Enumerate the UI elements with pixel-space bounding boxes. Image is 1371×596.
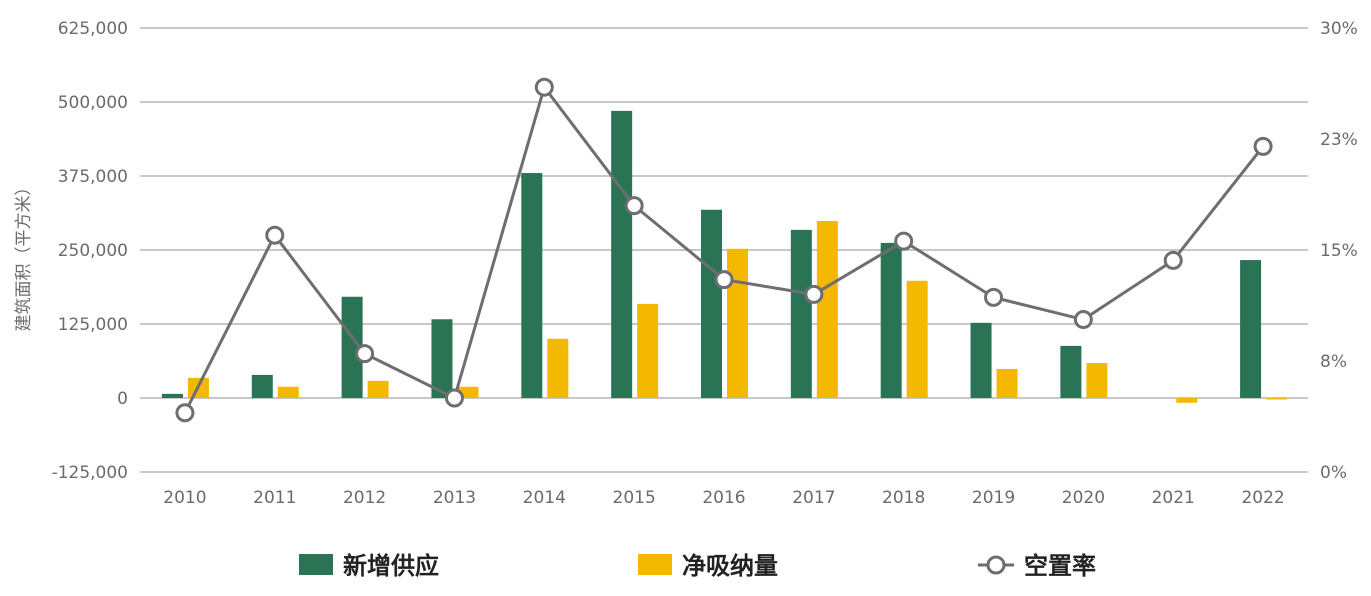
legend-label-vacancy: 空置率 <box>1024 552 1096 580</box>
legend-marker-vacancy <box>986 555 1006 575</box>
bar-supply <box>970 322 992 398</box>
bar-supply <box>611 110 633 398</box>
vacancy-point <box>624 196 644 216</box>
legend-swatch-absorption <box>638 554 672 575</box>
bar-supply <box>1240 260 1262 398</box>
vacancy-point <box>984 287 1004 307</box>
x-tick-label: 2011 <box>253 488 296 508</box>
vacancy-point <box>1073 310 1093 330</box>
vacancy-point <box>175 403 195 423</box>
x-tick-label: 2018 <box>882 488 925 508</box>
vacancy-point <box>355 344 375 364</box>
bar-absorption <box>816 220 838 398</box>
y-tick-label: -125,000 <box>52 463 128 483</box>
vacancy-point <box>265 225 285 245</box>
x-tick-label: 2012 <box>343 488 386 508</box>
bar-absorption <box>1086 363 1108 398</box>
y-tick-label: 125,000 <box>58 315 128 335</box>
vacancy-point <box>894 231 914 251</box>
legend-label-absorption: 净吸纳量 <box>682 552 778 580</box>
x-tick-label: 2020 <box>1062 488 1105 508</box>
legend-label-supply: 新增供应 <box>343 552 439 580</box>
bar-absorption <box>1176 398 1198 403</box>
bar-absorption <box>547 338 569 398</box>
bar-supply <box>880 242 902 398</box>
y-tick-label: 250,000 <box>58 241 128 261</box>
bar-supply <box>790 229 812 398</box>
vacancy-point <box>534 77 554 97</box>
bar-absorption <box>996 368 1018 398</box>
bar-absorption <box>637 303 659 398</box>
x-tick-label: 2019 <box>972 488 1015 508</box>
x-tick-label: 2010 <box>163 488 206 508</box>
y2-tick-label: 0% <box>1320 463 1347 483</box>
vacancy-point <box>1253 136 1273 156</box>
x-tick-label: 2016 <box>702 488 745 508</box>
y-tick-label: 375,000 <box>58 167 128 187</box>
x-tick-label: 2022 <box>1241 488 1284 508</box>
vacancy-point <box>444 388 464 408</box>
y2-tick-label: 30% <box>1320 19 1358 39</box>
bar-supply <box>431 319 453 398</box>
legend: 新增供应 净吸纳量 空置率 <box>299 552 1096 580</box>
bar-absorption <box>457 386 479 398</box>
x-tick-label: 2014 <box>523 488 566 508</box>
x-tick-label: 2013 <box>433 488 476 508</box>
legend-swatch-supply <box>299 554 333 575</box>
vacancy-point <box>804 284 824 304</box>
y2-tick-label: 15% <box>1320 241 1358 261</box>
bar-supply <box>161 393 183 398</box>
bar-absorption <box>1266 398 1288 400</box>
bar-supply <box>1060 345 1082 398</box>
x-tick-label: 2021 <box>1152 488 1195 508</box>
bar-supply <box>701 209 722 398</box>
bar-absorption <box>906 280 928 398</box>
bar-supply <box>521 173 543 398</box>
bar-absorption <box>367 380 389 398</box>
x-tick-label: 2017 <box>792 488 835 508</box>
vacancy-point <box>714 270 734 290</box>
bar-absorption <box>727 248 748 398</box>
y-tick-label: 625,000 <box>58 19 128 39</box>
y-tick-label: 0 <box>117 389 128 409</box>
y2-tick-label: 23% <box>1320 130 1358 150</box>
bar-supply <box>341 296 363 398</box>
y-axis-label: 建筑面积（平方米） <box>14 179 34 332</box>
y2-tick-label: 8% <box>1320 352 1347 372</box>
y-tick-label: 500,000 <box>58 93 128 113</box>
bar-supply <box>251 374 273 398</box>
x-tick-label: 2015 <box>613 488 656 508</box>
vacancy-point <box>1163 250 1183 270</box>
bar-absorption <box>277 386 299 398</box>
